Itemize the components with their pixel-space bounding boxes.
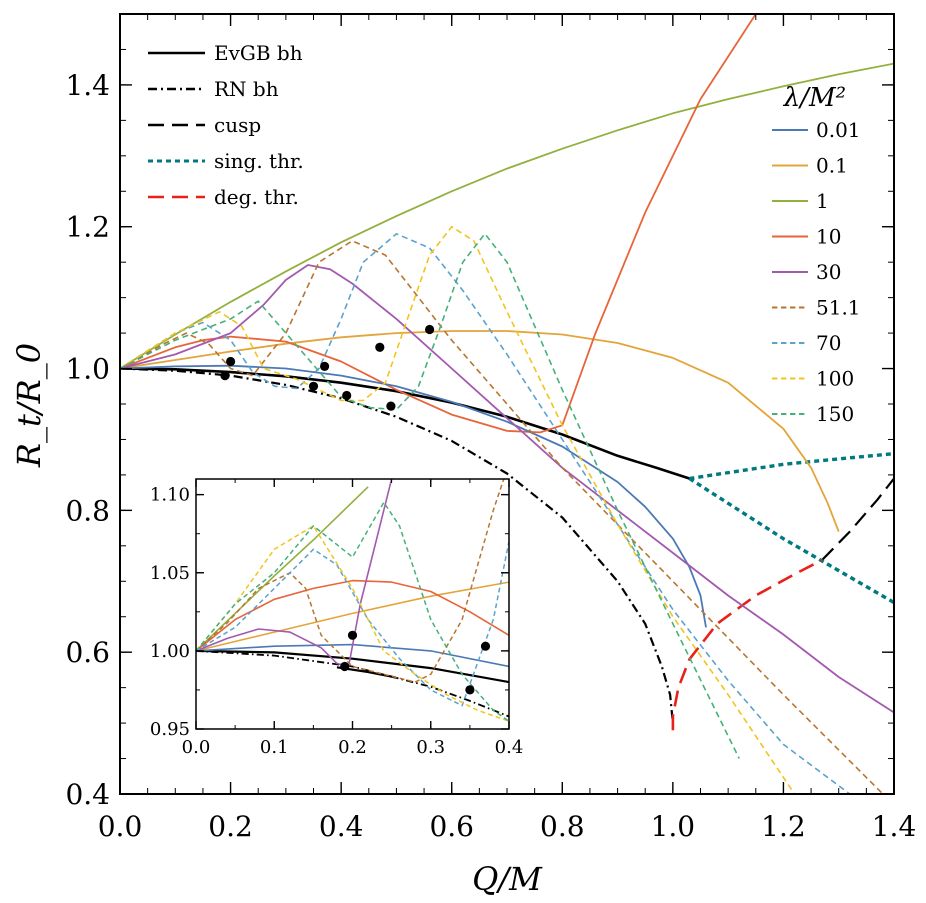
main-series-10 [120,14,757,434]
main-series-sing-thr-2 [688,477,894,604]
main-y-tick-label: 1.2 [65,211,110,244]
main-plot-markers [220,324,435,411]
inset-series-100 [196,525,509,722]
inset-marker-point [465,685,475,695]
inset-series-70 [196,541,509,707]
legend-label-deg-thr: deg. thr. [214,185,299,209]
legend-label-lambda-51-1: 51.1 [816,296,861,320]
main-series-deg-thr [671,558,823,731]
main-series-evgb-bh [120,367,690,480]
legend-label-lambda-10: 10 [816,225,841,249]
legend-label-lambda-70: 70 [816,331,841,355]
inset-series-0-1 [196,581,509,652]
inset-marker-point [340,661,350,672]
main-y-tick-label: 1.4 [65,69,110,102]
inset-background [196,479,509,729]
main-y-tick-label: 0.6 [65,636,110,669]
legend-label-rn-bh: RN bh [214,77,279,101]
inset-x-tick-label: 0.1 [260,737,289,758]
main-marker-point [386,401,396,411]
main-marker-point [220,371,230,381]
main-series-cusp [821,477,894,561]
inset-plot-markers [340,630,491,695]
main-marker-point [320,361,330,371]
legend-label-cusp: cusp [214,113,261,137]
legend-label-lambda-150: 150 [816,402,854,426]
main-axis-ticks: 0.0 0.2 0.4 0.6 0.8 1.0 1.2 1.4 0.4 0.6 0.8 1.0 1.2 1… [65,13,917,843]
inset-series-evgb-bh [196,649,509,684]
inset-marker-point [347,630,358,640]
legend-lambda: λ/M² 0.01 0.1 1 10 30 51.1 70 100 150 [772,83,861,426]
main-series-150 [120,233,740,759]
main-marker-point [342,390,352,401]
main-y-tick-label: 0.8 [65,494,110,527]
main-x-tick-label: 1.4 [872,810,917,843]
inset-series-51-1 [196,479,505,683]
inset-x-tick-label: 0.3 [416,737,445,758]
main-x-tick-label: 1.0 [651,810,696,843]
main-series-sing-thr-1 [689,451,894,481]
main-x-tick-label: 0.4 [319,810,364,843]
x-axis-title: Q/M [472,860,543,898]
inset-series-10 [196,579,509,652]
inset-axis-ticks: 0.0 0.1 0.2 0.3 0.4 0.95 1.00 1.05 1.10 [150,479,523,758]
main-x-tick-label: 0.2 [208,810,253,843]
legend-title: λ/M² [783,83,846,113]
inset-y-tick-label: 1.00 [150,641,190,662]
legend-label-lambda-0-1: 0.1 [816,154,848,178]
legend-label-lambda-100: 100 [816,367,854,391]
legend-label-lambda-0-01: 0.01 [816,118,861,142]
inset-series-30 [196,479,393,668]
main-marker-point [425,324,435,335]
legend-label-sing-thr: sing. thr. [214,149,304,173]
main-marker-point [226,356,236,367]
main-series-70 [120,233,851,794]
main-x-tick-label: 0.0 [98,810,143,843]
main-series-1 [120,62,894,370]
legend-label-lambda-30: 30 [816,260,841,284]
main-plot-series [120,14,894,794]
y-axis-title: R_t/R_0 [10,343,48,468]
inset-y-tick-label: 0.95 [150,719,190,740]
main-series-100 [120,225,796,794]
main-series-30 [120,264,894,714]
legend-label-evgb-bh: EvGB bh [214,41,303,65]
main-marker-point [375,342,385,352]
main-marker-point [308,381,319,391]
inset-x-tick-label: 0.4 [495,737,524,758]
main-x-tick-label: 0.8 [540,810,585,843]
main-series-rn-bh [120,367,674,724]
inset-series-rn-bh [196,650,509,718]
inset-y-tick-label: 1.05 [150,563,190,584]
main-y-tick-label: 0.4 [65,778,110,811]
inset-y-tick-label: 1.10 [150,485,190,506]
inset-x-tick-label: 0.2 [338,737,367,758]
legend-label-lambda-1: 1 [816,189,829,213]
main-x-tick-label: 1.2 [761,810,806,843]
inset-marker-point [480,641,491,651]
inset-x-tick-label: 0.0 [182,737,211,758]
inset-series-1 [196,486,369,652]
main-x-tick-label: 0.6 [429,810,474,843]
main-series-0-1 [120,330,840,532]
legend-style: EvGB bh RN bh cusp sing. thr. deg. thr. [148,41,304,209]
main-series-51-1 [120,240,884,794]
main-y-tick-label: 1.0 [65,353,110,386]
